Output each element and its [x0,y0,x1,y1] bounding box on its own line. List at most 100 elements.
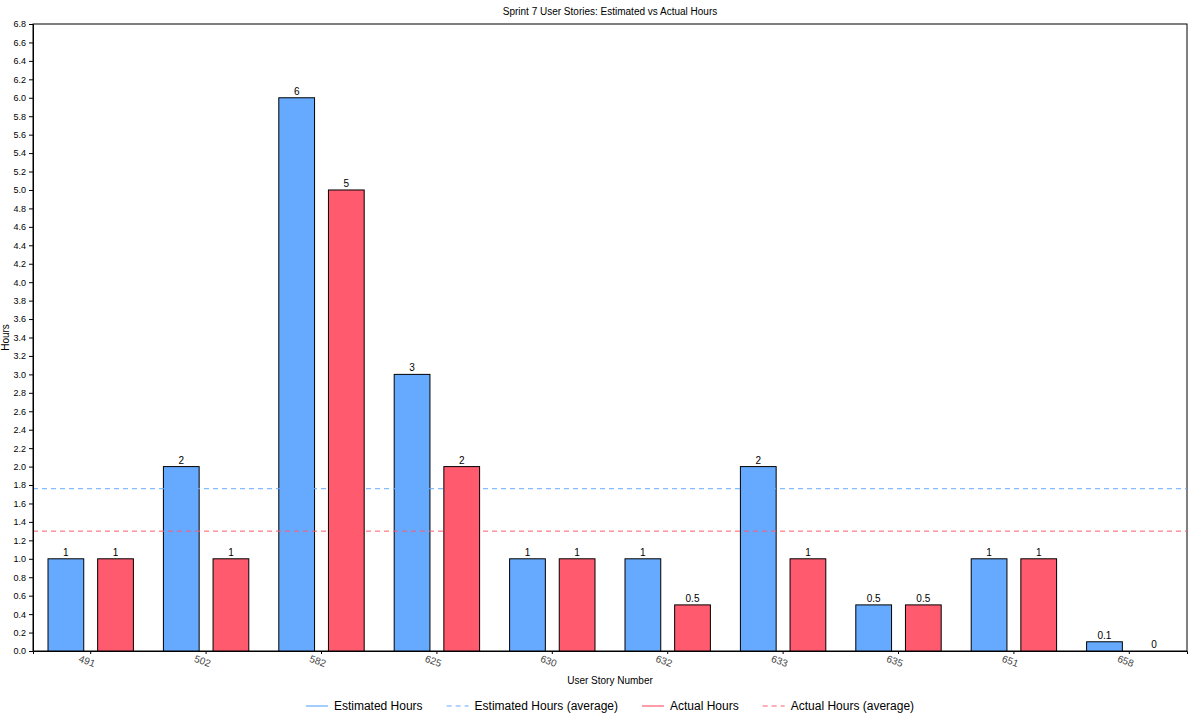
tick: 1.0 [13,554,33,564]
tick: 1.2 [13,536,33,546]
bar [98,559,134,651]
tick: 6.8 [13,19,33,29]
tick-mark [29,356,33,357]
bar [213,559,249,651]
bar [856,605,892,651]
tick-mark [29,301,33,302]
tick-mark [29,79,33,80]
legend: Estimated Hours Estimated Hours (average)… [306,699,914,713]
data-label: 2 [178,455,184,466]
chart-title: Sprint 7 User Stories: Estimated vs Actu… [503,6,718,17]
y-axis: 0.00.20.40.60.81.01.21.41.61.82.02.22.42… [13,19,33,656]
data-label: 0 [1151,639,1157,650]
data-label: 1 [640,547,646,558]
tick-mark [29,651,33,652]
tick: 635 [885,651,905,669]
tick-mark [29,503,33,504]
tick: 2.6 [13,407,33,417]
tick: 6.2 [13,75,33,85]
tick-label: 632 [654,653,674,669]
legend-label: Actual Hours [670,699,739,713]
tick: 651 [1001,651,1021,669]
legend-swatch [763,705,785,706]
tick-mark [29,116,33,117]
data-label: 5 [344,178,350,189]
tick: 6.6 [13,38,33,48]
tick-mark [29,596,33,597]
tick-label: 1.4 [13,517,26,527]
tick: 0.2 [13,628,33,638]
data-label: 2 [459,455,465,466]
tick-label: 5.8 [13,112,26,122]
tick-label: 4.8 [13,204,26,214]
tick-label: 4.6 [13,222,26,232]
tick-label: 5.2 [13,167,26,177]
tick-mark [29,430,33,431]
tick: 3.0 [13,370,33,380]
tick: 2.4 [13,425,33,435]
tick-mark [29,633,33,634]
tick-label: 6.6 [13,38,26,48]
data-label: 6 [294,86,300,97]
tick-label: 3.0 [13,370,26,380]
tick-label: 6.0 [13,93,26,103]
x-axis: 491502582625630632633635651658 [34,651,1188,669]
tick-label: 4.4 [13,241,26,251]
bar [510,559,546,651]
tick-label: 635 [885,653,905,669]
data-label: 1 [1036,547,1042,558]
tick-mark [29,208,33,209]
legend-swatch [642,705,664,706]
tick-mark [206,651,207,654]
tick-label: 1.0 [13,554,26,564]
legend-label: Actual Hours (average) [791,699,914,713]
bar [675,605,711,651]
tick: 1.8 [13,480,33,490]
tick-mark [29,61,33,62]
tick-mark [29,24,33,25]
tick-label: 6.2 [13,75,26,85]
tick: 2.2 [13,444,33,454]
tick-label: 2.2 [13,444,26,454]
tick-label: 4.0 [13,278,26,288]
bar [905,605,941,651]
chart: Sprint 7 User Stories: Estimated vs Actu… [0,0,1200,727]
y-axis-title: Hours [0,324,11,351]
tick-mark [29,338,33,339]
tick-mark [29,467,33,468]
tick-mark [29,614,33,615]
data-label: 1 [986,547,992,558]
tick: 0.4 [13,609,33,619]
tick-label: 0.4 [13,609,26,619]
tick-label: 651 [1001,653,1021,669]
bar [48,559,84,651]
tick-mark [29,264,33,265]
tick-label: 0.2 [13,628,26,638]
legend-label: Estimated Hours [334,699,423,713]
plot-frame [33,24,1187,651]
tick: 502 [193,651,213,669]
tick-label: 625 [424,653,444,669]
tick-mark [29,577,33,578]
tick-mark [29,319,33,320]
tick-mark [29,153,33,154]
tick-label: 3.8 [13,296,26,306]
tick-label: 658 [1116,653,1136,669]
tick-mark [29,42,33,43]
average-line [33,531,1187,532]
tick-label: 0.6 [13,591,26,601]
tick-mark [29,540,33,541]
tick-mark [29,282,33,283]
tick-mark [321,651,322,654]
average-line [33,488,1187,489]
data-label: 2 [755,455,761,466]
tick: 582 [308,651,328,669]
tick-mark [29,172,33,173]
legend-entry: Estimated Hours [306,699,423,713]
tick-label: 633 [770,653,790,669]
tick-mark [552,651,553,654]
x-axis-title: User Story Number [567,675,653,686]
legend-label: Estimated Hours (average) [475,699,618,713]
tick-label: 5.0 [13,185,26,195]
data-labels: 12631120.510.1115210.510.510 [63,86,1157,650]
